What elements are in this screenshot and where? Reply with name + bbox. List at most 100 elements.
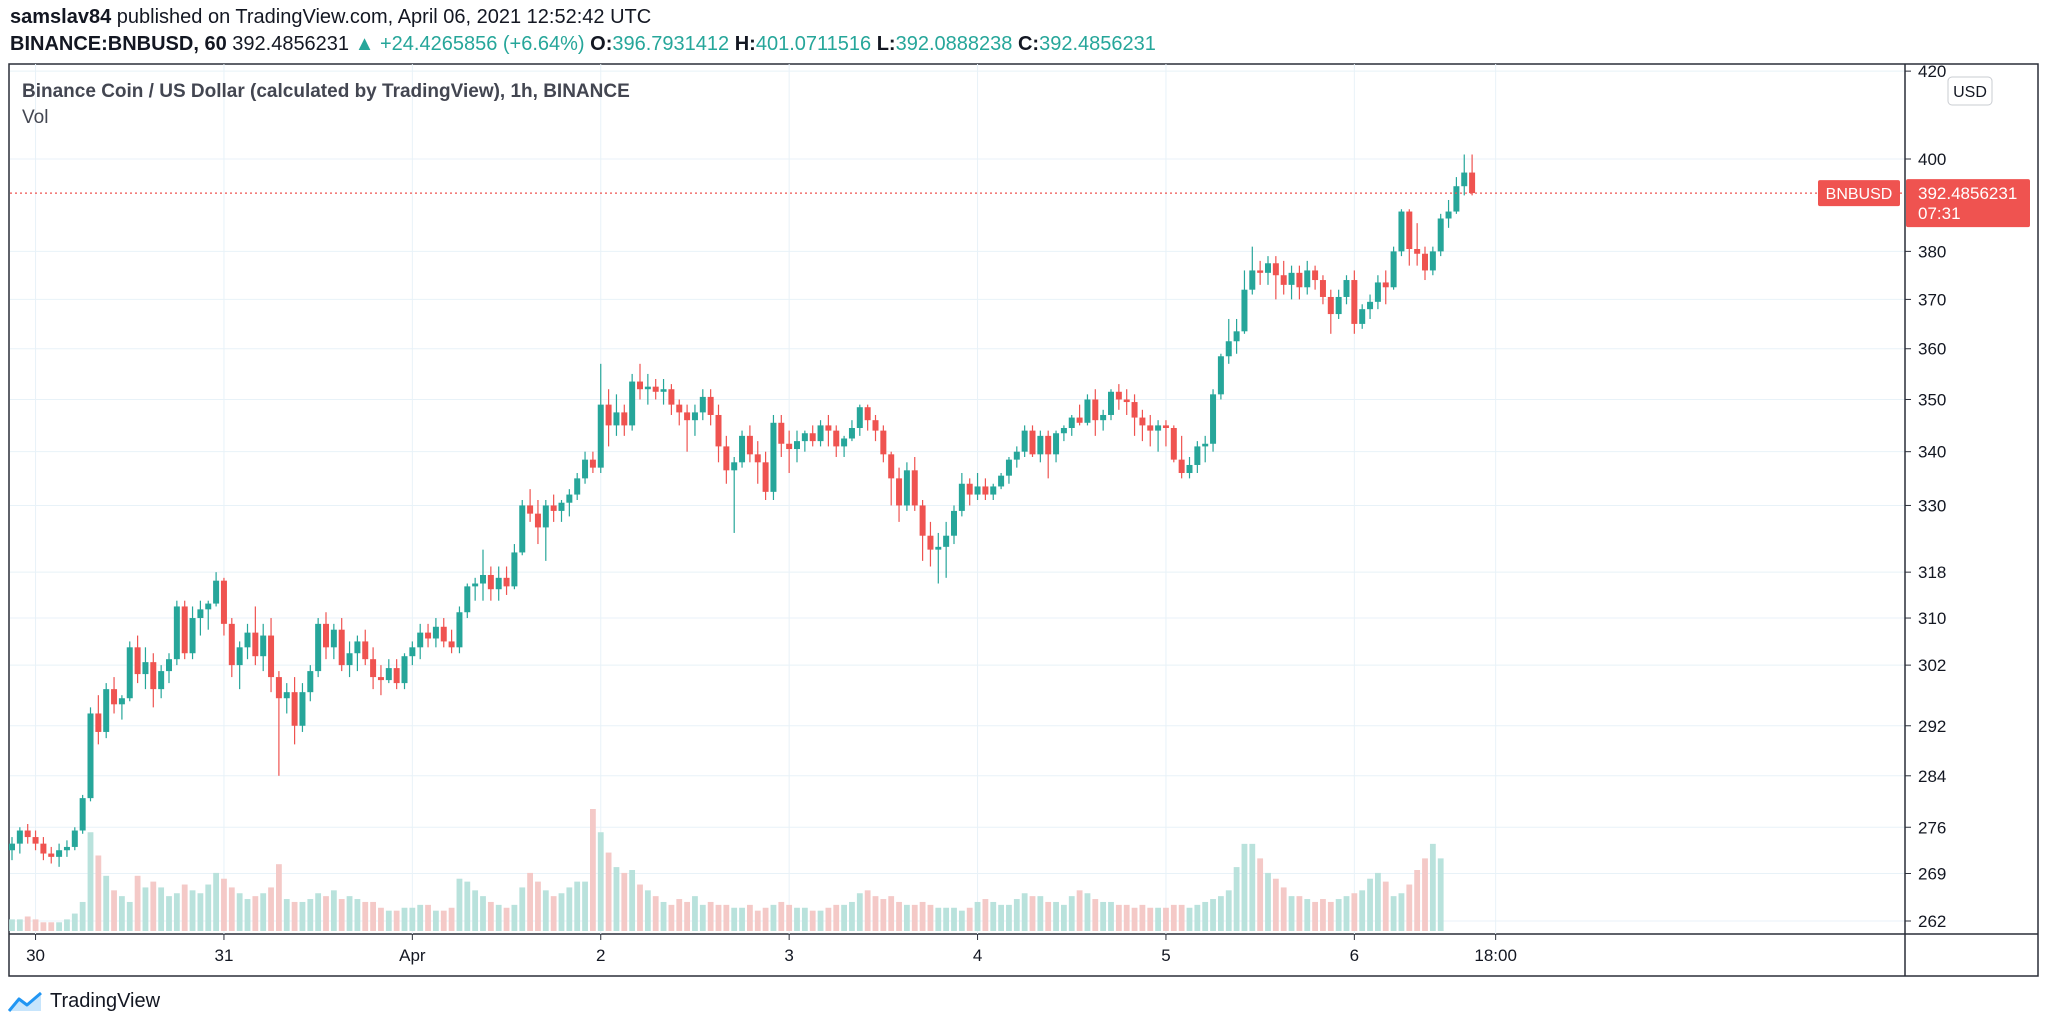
volume-bar (786, 904, 793, 931)
candle-body (189, 618, 196, 654)
candle-body (111, 689, 118, 705)
candle-body (903, 470, 910, 506)
candle-body (1225, 341, 1232, 357)
volume-bar (1194, 904, 1201, 931)
candle-body (566, 494, 573, 503)
candle-body (1414, 249, 1421, 254)
volume-bar (778, 901, 785, 931)
volume-bar (472, 890, 479, 931)
volume-bar (864, 890, 871, 931)
price-tick-label: 370 (1918, 290, 1946, 309)
candle-body (448, 641, 455, 648)
price-tag-countdown: 07:31 (1918, 204, 1961, 223)
volume-bar (48, 922, 55, 931)
candle-body (1257, 270, 1264, 273)
volume-bar (1343, 896, 1350, 931)
candle-body (425, 632, 432, 639)
volume-bar (1100, 901, 1107, 931)
candle-body (982, 486, 989, 495)
volume-bar (362, 901, 369, 931)
author-name[interactable]: samslav84 (10, 6, 112, 28)
candle-body (409, 647, 416, 657)
volume-bar (228, 887, 235, 931)
volume-bar (699, 904, 706, 931)
close-value: 392.4856231 (1039, 33, 1156, 55)
price-tick-label: 340 (1918, 443, 1946, 462)
candle-body (16, 830, 23, 844)
candle-body (1155, 425, 1162, 431)
candle-body (1272, 263, 1279, 276)
volume-bar (142, 887, 149, 931)
candle-body (260, 635, 267, 657)
volume-bar (1233, 867, 1240, 931)
candle-body (32, 837, 39, 844)
volume-bar (1351, 893, 1358, 931)
candle-body (935, 546, 942, 550)
volume-bar (495, 904, 502, 931)
volume-bar (126, 901, 133, 931)
volume-bar (260, 893, 267, 931)
candle-body (684, 412, 691, 421)
volume-bar (236, 893, 243, 931)
volume-bar (385, 910, 392, 931)
volume-bar (574, 881, 581, 931)
candle-body (1241, 289, 1248, 332)
candle-body (283, 692, 290, 699)
candle-body (896, 478, 903, 506)
candle-body (1108, 391, 1114, 415)
candle-body (1469, 172, 1476, 194)
candle-body (880, 430, 887, 455)
volume-bar (1045, 901, 1052, 931)
candle-body (1359, 309, 1366, 324)
candle-body (739, 435, 746, 463)
volume-bar (40, 922, 47, 931)
volume-bar (566, 887, 573, 931)
candle-body (370, 659, 377, 678)
price-axis[interactable]: 420 400 380 370 360 350 340 330 318 310 302 292 284 2… (1905, 62, 1946, 931)
candle-body (173, 606, 180, 660)
candle-body (668, 389, 675, 405)
volume-bar (849, 901, 855, 931)
price-tick-label: 262 (1918, 912, 1946, 931)
candle-body (440, 626, 447, 642)
candle-body (354, 641, 361, 654)
candle-body (268, 635, 275, 678)
candle-body (1139, 417, 1146, 426)
currency-button[interactable]: USD (1947, 76, 1993, 106)
candle-body (79, 798, 86, 831)
candle-body (511, 552, 518, 587)
volume-bar (958, 910, 965, 931)
volume-bar (1084, 893, 1091, 931)
footer-logo[interactable]: TradingView (8, 990, 160, 1013)
volume-bar (1053, 901, 1059, 931)
candle-body (958, 483, 965, 511)
volume-bar (1013, 899, 1020, 931)
time-axis[interactable]: 30 31 Apr 2 3 4 5 6 18:00 (26, 934, 1517, 965)
candle-body (330, 629, 337, 648)
candle-body (1422, 253, 1428, 271)
candle-body (1233, 331, 1240, 342)
candle-body (48, 853, 55, 857)
candle-body (778, 422, 785, 444)
volume-bar (550, 896, 557, 931)
price-tick-label: 350 (1918, 390, 1946, 409)
candle-body (927, 535, 934, 550)
candle-body (1084, 399, 1091, 423)
tradingview-logo-icon (8, 991, 42, 1012)
candle-body (1374, 282, 1381, 302)
candle-body (1327, 296, 1334, 315)
volume-bar (1296, 896, 1303, 931)
volume-bar (103, 875, 110, 931)
high-label: H: (734, 33, 756, 55)
chart-title: Binance Coin / US Dollar (calculated by … (22, 81, 630, 102)
candle-body (888, 454, 895, 479)
volume-bar (919, 901, 926, 931)
candle-body (919, 505, 926, 536)
brand-name: TradingView (50, 990, 161, 1012)
volume-bar (79, 901, 86, 931)
volume-bar (1061, 904, 1067, 931)
volume-bar (1398, 893, 1405, 931)
volume-bar (213, 872, 219, 931)
candle-body (9, 843, 15, 851)
